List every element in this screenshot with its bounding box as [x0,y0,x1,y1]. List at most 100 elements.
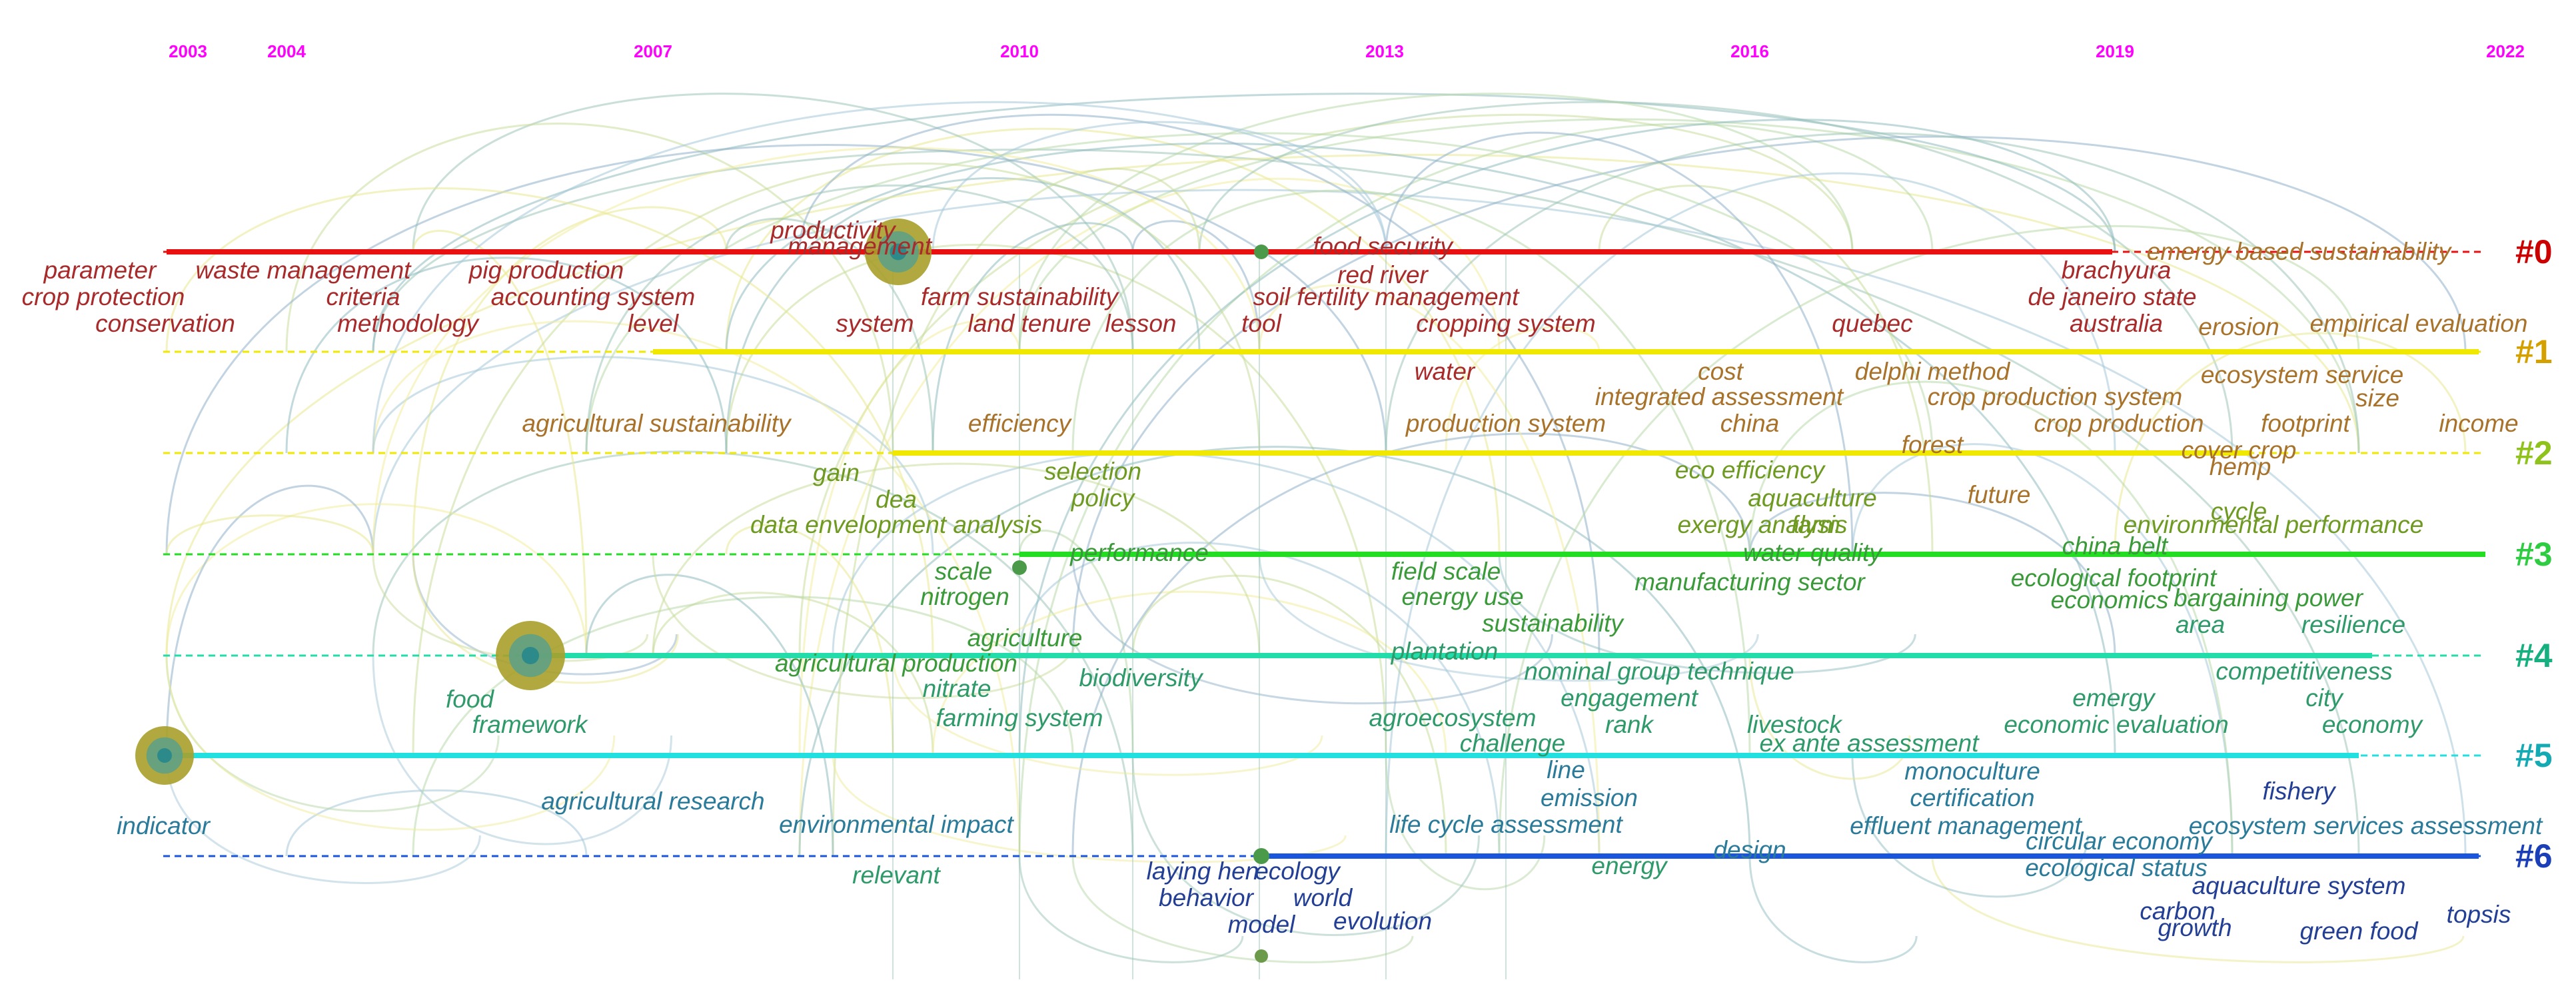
keyword-aquaculture[interactable]: aquaculture [1748,484,1876,512]
keyword-china[interactable]: china [1720,410,1779,437]
keyword-agricultural-sustainability[interactable]: agricultural sustainability [522,410,792,437]
keyword-livestock[interactable]: livestock [1747,711,1843,738]
keyword-aquaculture-system[interactable]: aquaculture system [2192,872,2406,899]
keyword-erosion[interactable]: erosion [2198,313,2279,340]
keyword-scale[interactable]: scale [935,558,992,585]
keyword-certification[interactable]: certification [1910,784,2034,811]
keyword-production-system[interactable]: production system [1405,410,1606,437]
keyword-relevant[interactable]: relevant [852,861,941,889]
keyword-gain[interactable]: gain [813,459,860,486]
keyword-land-tenure[interactable]: land tenure [967,310,1091,337]
keyword-economic-evaluation[interactable]: economic evaluation [2004,711,2228,738]
keyword-management[interactable]: management [788,233,933,260]
node-model[interactable] [1255,949,1268,963]
keyword-china-belt[interactable]: china belt [2062,532,2169,560]
keyword-laying-hen[interactable]: laying hen [1147,857,1259,885]
keyword-agriculture[interactable]: agriculture [967,624,1083,652]
keyword-growth[interactable]: growth [2158,914,2232,941]
keyword-criteria[interactable]: criteria [326,283,400,310]
keyword-ecology[interactable]: ecology [1255,857,1341,885]
keyword-field-scale[interactable]: field scale [1391,558,1501,585]
keyword-life-cycle-assessment[interactable]: life cycle assessment [1389,811,1623,838]
keyword-ex-ante-assessment[interactable]: ex ante assessment [1759,730,1980,757]
keyword-energy[interactable]: energy [1591,852,1668,879]
keyword-nitrate[interactable]: nitrate [923,675,991,702]
keyword-nominal-group-technique[interactable]: nominal group technique [1524,658,1794,685]
keyword-red-river[interactable]: red river [1337,261,1429,288]
keyword-effluent-management[interactable]: effluent management [1850,812,2082,839]
keyword-framework[interactable]: framework [472,711,589,738]
keyword-performance[interactable]: performance [1069,539,1209,566]
keyword-pig-production[interactable]: pig production [468,256,624,284]
keyword-waste-management[interactable]: waste management [196,256,412,284]
keyword-design[interactable]: design [1713,836,1786,863]
keyword-quebec[interactable]: quebec [1832,310,1913,337]
keyword-water[interactable]: water [1415,358,1476,385]
keyword-resilience[interactable]: resilience [2301,611,2405,638]
keyword-fishery[interactable]: fishery [2263,777,2337,805]
keyword-cover-crop[interactable]: cover crop [2182,436,2297,464]
keyword-future[interactable]: future [1968,481,2031,508]
keyword-green-food[interactable]: green food [2300,917,2419,945]
keyword-bargaining-power[interactable]: bargaining power [2174,584,2364,612]
keyword-australia[interactable]: australia [2070,310,2163,337]
keyword-economy[interactable]: economy [2322,711,2424,738]
keyword-brachyura[interactable]: brachyura [2062,256,2172,284]
keyword-accounting-system[interactable]: accounting system [491,283,695,310]
keyword-farm[interactable]: farm [1791,511,1840,538]
keyword-integrated-assessment[interactable]: integrated assessment [1595,383,1844,410]
keyword-system[interactable]: system [836,310,914,337]
keyword-manufacturing-sector[interactable]: manufacturing sector [1634,568,1866,596]
keyword-forest[interactable]: forest [1902,431,1964,458]
keyword-environmental-impact[interactable]: environmental impact [779,811,1014,838]
keyword-environmental-performance[interactable]: environmental performance [2124,511,2423,538]
keyword-challenge[interactable]: challenge [1460,730,1565,757]
node-ecology[interactable] [1253,848,1269,864]
keyword-lesson[interactable]: lesson [1105,310,1177,337]
keyword-energy-use[interactable]: energy use [1401,583,1523,610]
keyword-nitrogen[interactable]: nitrogen [920,583,1009,610]
keyword-eco-efficiency[interactable]: eco efficiency [1675,456,1826,484]
keyword-biodiversity[interactable]: biodiversity [1079,664,1204,692]
keyword-monoculture[interactable]: monoculture [1904,757,2040,785]
keyword-competitiveness[interactable]: competitiveness [2216,658,2392,685]
keyword-food[interactable]: food [446,686,494,713]
keyword-emission[interactable]: emission [1541,784,1638,811]
keyword-level[interactable]: level [628,310,680,337]
keyword-ecological-status[interactable]: ecological status [2025,854,2208,881]
keyword-agricultural-production[interactable]: agricultural production [775,650,1017,677]
keyword-emergy[interactable]: emergy [2072,684,2156,712]
keyword-tool[interactable]: tool [1241,310,1282,337]
keyword-line[interactable]: line [1547,756,1585,783]
keyword-crop-production-system[interactable]: crop production system [1928,383,2183,410]
node-tool[interactable] [1254,245,1269,259]
keyword-plantation[interactable]: plantation [1391,638,1498,665]
keyword-agroecosystem[interactable]: agroecosystem [1369,704,1537,732]
keyword-crop-protection[interactable]: crop protection [22,283,185,310]
keyword-sustainability[interactable]: sustainability [1482,610,1624,637]
keyword-farm-sustainability[interactable]: farm sustainability [921,283,1120,310]
keyword-data-envelopment-analysis[interactable]: data envelopment analysis [750,511,1042,538]
keyword-crop-production[interactable]: crop production [2034,410,2204,437]
keyword-engagement[interactable]: engagement [1561,684,1698,712]
keyword-efficiency[interactable]: efficiency [968,410,1073,437]
keyword-farming-system[interactable]: farming system [936,704,1103,732]
keyword-model[interactable]: model [1228,911,1297,938]
keyword-agricultural-research[interactable]: agricultural research [541,787,764,815]
keyword-dea[interactable]: dea [876,486,917,513]
keyword-circular-economy[interactable]: circular economy [2026,827,2214,855]
keyword-area[interactable]: area [2176,611,2225,638]
keyword-world[interactable]: world [1293,884,1353,911]
keyword-rank[interactable]: rank [1605,711,1654,738]
keyword-methodology[interactable]: methodology [337,310,480,337]
keyword-conservation[interactable]: conservation [95,310,235,337]
keyword-topsis[interactable]: topsis [2447,901,2511,928]
keyword-size[interactable]: size [2355,384,2399,412]
keyword-de-janeiro-state[interactable]: de janeiro state [2028,283,2196,310]
keyword-cost[interactable]: cost [1698,358,1744,385]
keyword-delphi-method[interactable]: delphi method [1855,358,2011,385]
keyword-indicator[interactable]: indicator [117,812,211,839]
keyword-income[interactable]: income [2439,410,2518,437]
node-scale[interactable] [1012,560,1027,575]
keyword-food-security[interactable]: food security [1313,233,1454,260]
